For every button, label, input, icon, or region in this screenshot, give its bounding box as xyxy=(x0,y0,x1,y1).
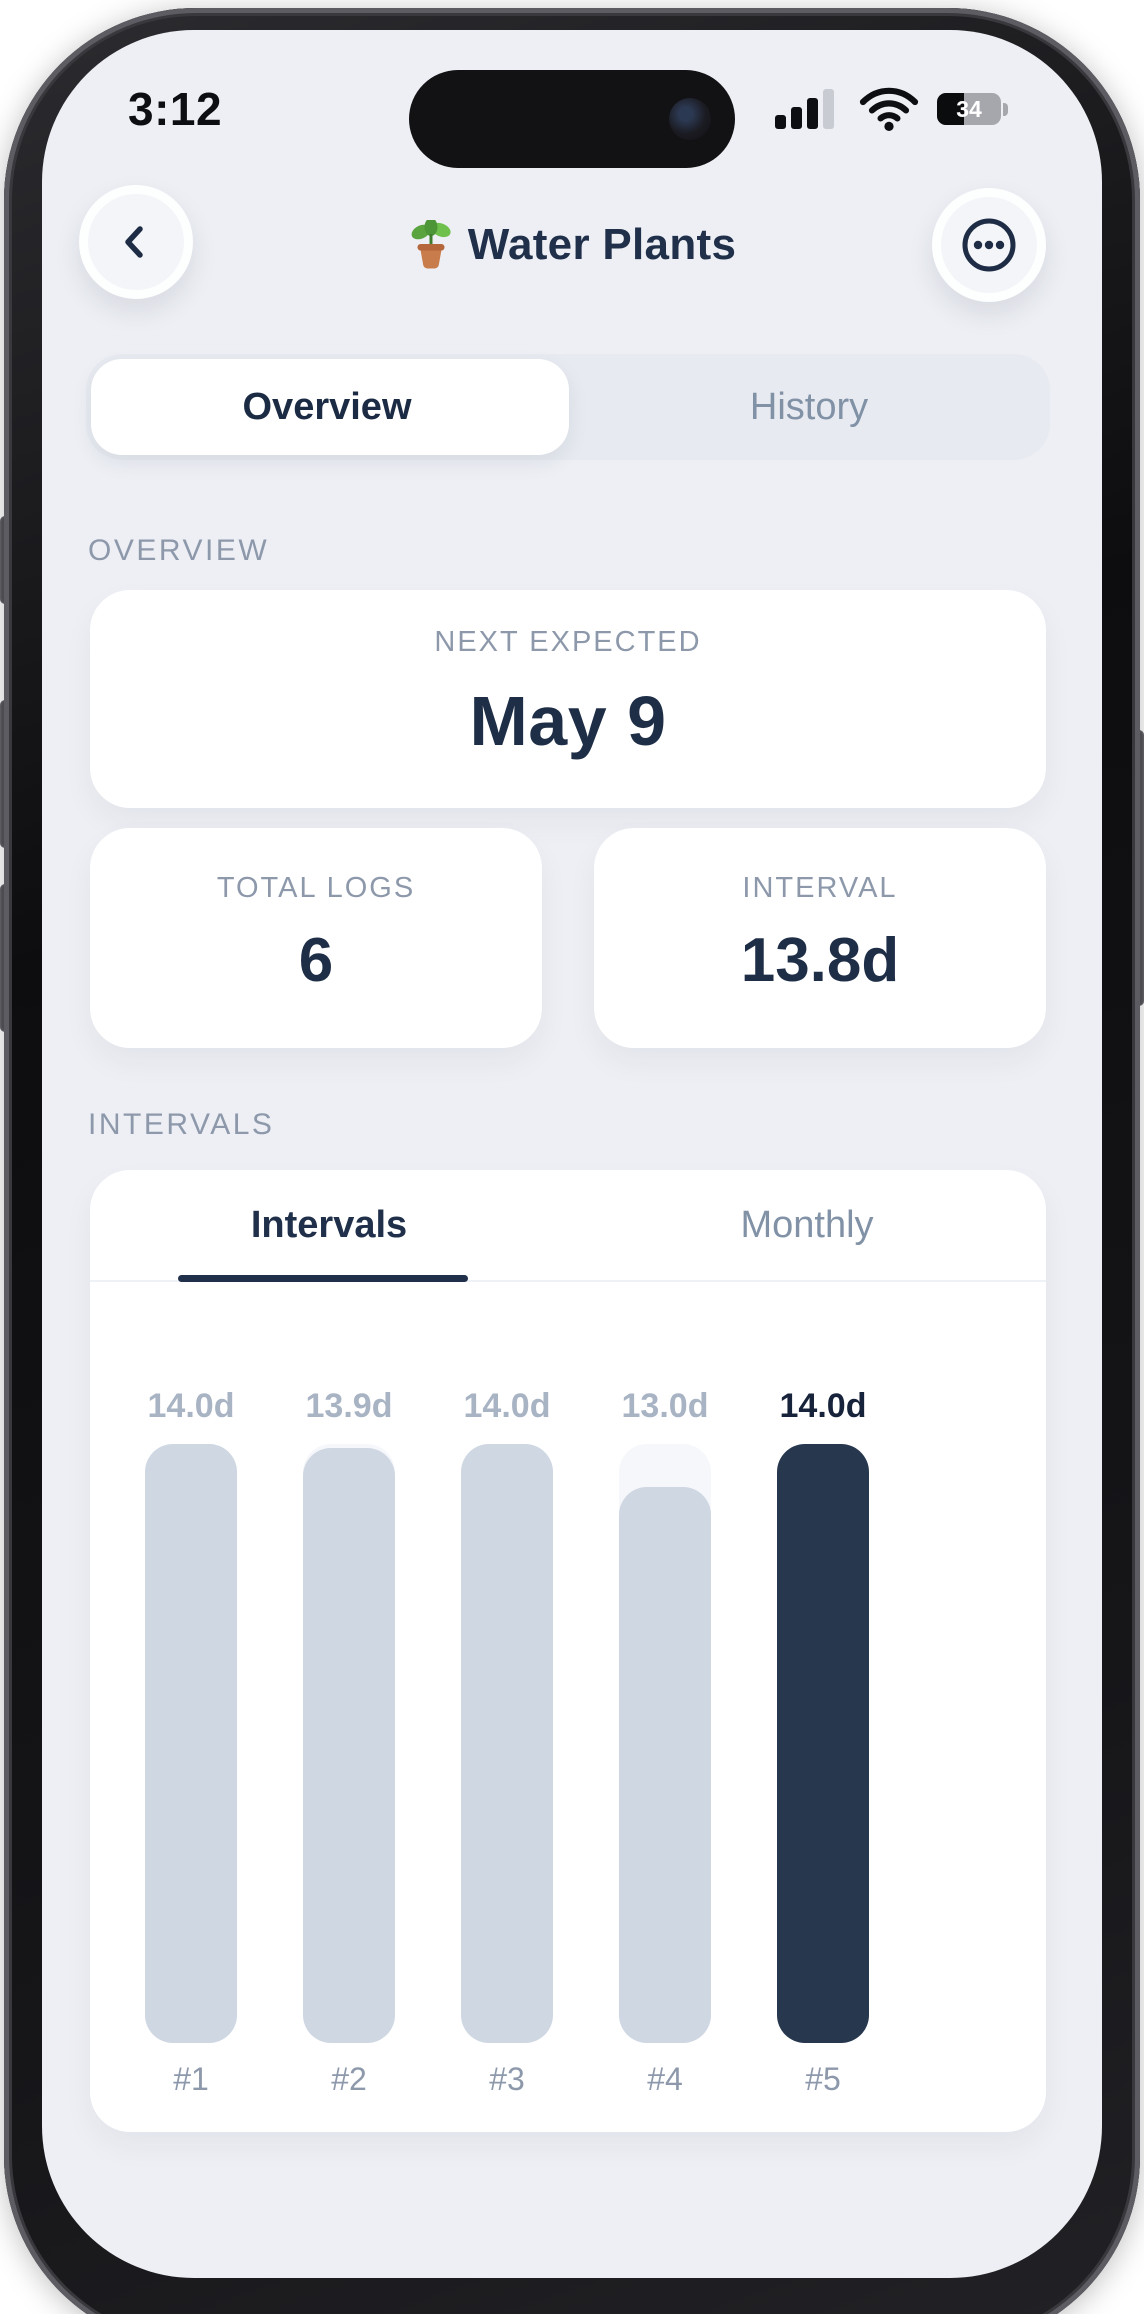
bar-track xyxy=(145,1444,237,2043)
total-logs-card: TOTAL LOGS 6 xyxy=(90,828,542,1048)
tab-intervals-underline xyxy=(178,1275,468,1282)
bar-category-label: #4 xyxy=(647,2061,683,2097)
intervals-card: Intervals Monthly 14.0d #1 13.9d #2 xyxy=(90,1170,1046,2132)
back-button-disc xyxy=(88,194,184,290)
card-value: 6 xyxy=(298,926,334,995)
bar-column[interactable]: 13.0d #4 xyxy=(586,1382,744,2098)
bar-track xyxy=(619,1444,711,2043)
bar-category-label: #5 xyxy=(805,2061,841,2097)
header-title-row: Water Plants xyxy=(42,216,1102,274)
tab-monthly[interactable]: Monthly xyxy=(568,1170,1046,1280)
card-label: INTERVAL xyxy=(742,872,898,904)
bar-value-label: 13.0d xyxy=(621,1387,709,1425)
back-button[interactable] xyxy=(79,185,193,299)
card-label: TOTAL LOGS xyxy=(216,872,416,904)
chart-tabs: Intervals Monthly xyxy=(90,1170,1046,1282)
bar-column[interactable]: 14.0d #3 xyxy=(428,1382,586,2098)
bar-value-label: 14.0d xyxy=(779,1387,867,1425)
tab-history[interactable]: History xyxy=(568,354,1050,460)
bar-fill xyxy=(619,1486,711,2043)
bar-fill xyxy=(303,1448,395,2043)
bar-track xyxy=(461,1444,553,2043)
tab-overview[interactable]: Overview xyxy=(86,354,568,460)
segmented-selected-pill xyxy=(91,359,569,455)
screen: 3:12 xyxy=(42,30,1102,2278)
status-icons: 34 xyxy=(775,86,1008,132)
bar-category-label: #1 xyxy=(173,2061,209,2097)
bar-category-label: #3 xyxy=(489,2061,525,2097)
potted-plant-icon xyxy=(411,220,451,269)
camera-lens-icon xyxy=(669,98,711,140)
section-heading-intervals: INTERVALS xyxy=(88,1108,275,1141)
card-value: May 9 xyxy=(469,682,667,760)
ellipsis-circle-icon xyxy=(962,218,1016,272)
battery-icon: 34 xyxy=(937,93,1008,125)
bar-value-label: 14.0d xyxy=(147,1387,235,1425)
bar-column[interactable]: 14.0d #5 xyxy=(744,1382,902,2098)
battery-body: 34 xyxy=(937,93,1001,125)
tab-intervals[interactable]: Intervals xyxy=(90,1170,568,1280)
next-expected-card: NEXT EXPECTED May 9 xyxy=(90,590,1046,808)
segmented-control: Overview History xyxy=(86,354,1050,460)
card-label: NEXT EXPECTED xyxy=(434,626,702,658)
bar-value-label: 13.9d xyxy=(305,1387,393,1425)
card-value: 13.8d xyxy=(740,926,900,995)
battery-nub xyxy=(1003,102,1008,116)
more-options-button[interactable] xyxy=(932,188,1046,302)
interval-card: INTERVAL 13.8d xyxy=(594,828,1046,1048)
bar-fill xyxy=(461,1444,553,2043)
phone-frame: 3:12 xyxy=(4,8,1140,2314)
bar-track xyxy=(303,1444,395,2043)
section-heading-overview: OVERVIEW xyxy=(88,534,270,567)
chevron-left-icon xyxy=(125,226,143,258)
bar-fill xyxy=(777,1444,869,2043)
status-time: 3:12 xyxy=(128,83,223,135)
bar-chart: 14.0d #1 13.9d #2 14.0d #3 xyxy=(112,1382,902,2098)
wifi-icon xyxy=(859,87,919,131)
cellular-signal-icon xyxy=(775,89,834,129)
battery-fill xyxy=(937,93,964,125)
bar-value-label: 14.0d xyxy=(463,1387,551,1425)
bar-track xyxy=(777,1444,869,2043)
dynamic-island xyxy=(409,70,735,168)
bar-fill xyxy=(145,1444,237,2043)
bar-column[interactable]: 14.0d #1 xyxy=(112,1382,270,2098)
bar-column[interactable]: 13.9d #2 xyxy=(270,1382,428,2098)
battery-percent: 34 xyxy=(956,95,982,122)
bar-category-label: #2 xyxy=(331,2061,367,2097)
page-title: Water Plants xyxy=(467,220,737,269)
